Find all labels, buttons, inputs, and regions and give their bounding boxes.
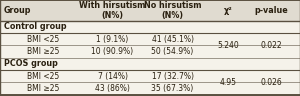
Text: Group: Group xyxy=(4,6,31,15)
Text: p-value: p-value xyxy=(255,6,288,15)
Text: 10 (90.9%): 10 (90.9%) xyxy=(92,47,134,56)
Text: 0.022: 0.022 xyxy=(261,41,282,50)
Text: 17 (32.7%): 17 (32.7%) xyxy=(152,72,194,81)
Text: Control group: Control group xyxy=(4,22,66,31)
Text: BMI <25: BMI <25 xyxy=(27,72,59,81)
Text: 0.026: 0.026 xyxy=(261,78,282,87)
Text: PCOS group: PCOS group xyxy=(4,59,58,68)
Text: 1 (9.1%): 1 (9.1%) xyxy=(96,35,129,43)
Text: With hirsutism
(N%): With hirsutism (N%) xyxy=(79,1,146,20)
Bar xyxy=(0,0,300,21)
Text: 50 (54.9%): 50 (54.9%) xyxy=(152,47,194,56)
Text: 7 (14%): 7 (14%) xyxy=(98,72,128,81)
Text: 4.95: 4.95 xyxy=(220,78,236,87)
Text: BMI ≥25: BMI ≥25 xyxy=(27,84,59,93)
Text: BMI <25: BMI <25 xyxy=(27,35,59,43)
Text: BMI ≥25: BMI ≥25 xyxy=(27,47,59,56)
Text: 43 (86%): 43 (86%) xyxy=(95,84,130,93)
Text: 41 (45.1%): 41 (45.1%) xyxy=(152,35,194,43)
Text: 5.240: 5.240 xyxy=(217,41,239,50)
Text: No hirsutism
(N%): No hirsutism (N%) xyxy=(144,1,201,20)
Text: χ²: χ² xyxy=(224,6,232,15)
Text: 35 (67.3%): 35 (67.3%) xyxy=(152,84,194,93)
